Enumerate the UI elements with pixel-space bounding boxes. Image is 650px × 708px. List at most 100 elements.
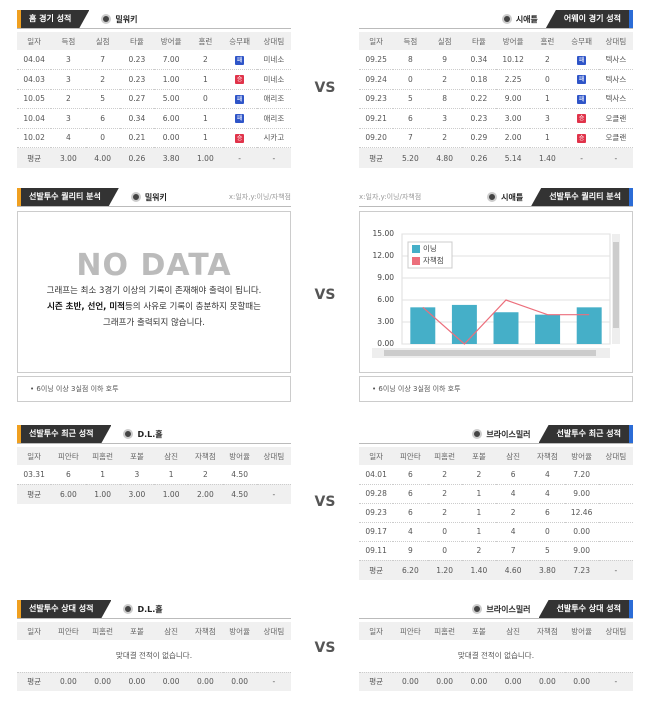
- bar: [410, 307, 436, 344]
- table-cell: 포볼: [461, 622, 496, 640]
- table-cell: 9: [427, 50, 462, 70]
- table-cell: 3: [51, 69, 86, 90]
- table-cell: 10.04: [17, 108, 52, 129]
- scroll-thumb-h: [384, 350, 596, 356]
- table-cell: 승무패: [222, 32, 257, 50]
- team-name: 브라이스밀러: [486, 429, 531, 439]
- table-cell: 4: [496, 522, 531, 542]
- axis-note: x:일자,y:이닝/자책점: [228, 193, 291, 201]
- table-cell: 1: [461, 522, 496, 542]
- table-cell: [598, 541, 633, 561]
- y-tick-label: 3.00: [377, 317, 394, 326]
- data-row: 04.04 3 7 0.23 7.00 2 패 미네소: [17, 50, 291, 70]
- table-cell: 타율: [461, 32, 496, 50]
- table-cell: 0.00: [530, 672, 565, 691]
- table-cell: 패: [222, 108, 257, 129]
- table-cell: 10.02: [17, 128, 52, 148]
- y-tick-label: 0.00: [377, 339, 394, 348]
- table-cell: 실점: [427, 32, 462, 50]
- data-row: 09.28 6 2 1 4 4 9.00: [359, 484, 633, 504]
- table-cell: 2: [461, 465, 496, 485]
- panel-header: 브라이스밀러 선발투수 최근 성적: [359, 425, 633, 444]
- bar: [576, 307, 602, 344]
- table-cell: 9.00: [564, 484, 599, 504]
- table-cell: 1.20: [427, 560, 462, 580]
- table-cell: 3: [427, 108, 462, 129]
- table-cell: 자책점: [188, 622, 223, 640]
- table-cell: 1: [188, 69, 223, 90]
- data-row: 10.05 2 5 0.27 5.00 0 패 애리조: [17, 89, 291, 109]
- table-cell: 1: [530, 89, 565, 109]
- table-cell: 04.03: [17, 69, 52, 90]
- table-cell: 2: [530, 50, 565, 70]
- table-cell: 2: [188, 50, 223, 70]
- team-logo: [472, 429, 483, 439]
- result-badge: 승: [577, 133, 587, 143]
- table-cell: 0.23: [119, 69, 154, 90]
- table-cell: 피홈런: [85, 447, 120, 465]
- data-row: 10.04 3 6 0.34 6.00 1 패 애리조: [17, 108, 291, 129]
- table-cell: 삼진: [154, 447, 189, 465]
- table-cell: 0.23: [461, 108, 496, 129]
- table-cell: 6: [393, 484, 428, 504]
- table-cell: 4.50: [222, 484, 257, 504]
- panel-header: 선발투수 상대 성적 D.L.홀: [17, 600, 291, 619]
- team-label: 브라이스밀러: [468, 429, 531, 440]
- table-cell: 3.80: [154, 147, 189, 168]
- panel: 브라이스밀러 선발투수 상대 성적 일자 피안타 피홈런 포볼 삼진 자책점 방어율 상대팀 맞대결…: [359, 600, 633, 691]
- table-cell: 0.26: [461, 147, 496, 168]
- table-cell: 2: [427, 128, 462, 148]
- table-cell: 3: [51, 108, 86, 129]
- table-cell: [598, 503, 633, 523]
- table-cell: [256, 465, 291, 485]
- table-cell: 5.20: [393, 147, 428, 168]
- team-name: D.L.홀: [137, 604, 163, 614]
- table-cell: 일자: [359, 447, 394, 465]
- team-logo: [130, 192, 141, 202]
- panel-header: x:일자,y:이닝/자책점 시애틀 선발투수 퀄리티 분석: [359, 188, 633, 207]
- table-cell: 평균: [17, 672, 52, 691]
- result-badge: 패: [577, 75, 587, 85]
- table-cell: 포볼: [119, 622, 154, 640]
- panel-header: 선발투수 퀄리티 분석 밀워키 x:일자,y:이닝/자책점: [17, 188, 291, 207]
- data-row: 04.01 6 2 2 6 4 7.20: [359, 465, 633, 485]
- table-cell: 0.00: [154, 128, 189, 148]
- table-cell: 0: [427, 522, 462, 542]
- table-cell: 7.20: [564, 465, 599, 485]
- table-cell: 0.00: [564, 672, 599, 691]
- table-cell: 5: [85, 89, 120, 109]
- table-cell: 6.00: [154, 108, 189, 129]
- table-cell: 애리조: [256, 108, 291, 129]
- table-cell: 0.00: [496, 672, 531, 691]
- table-cell: 09.23: [359, 89, 394, 109]
- team-name: 밀워키: [144, 192, 167, 202]
- section-tab: 선발투수 퀄리티 분석: [17, 188, 119, 206]
- table-cell: 피안타: [393, 622, 428, 640]
- section-tab: 선발투수 상대 성적: [538, 600, 633, 618]
- panel: 홈 경기 성적 밀워키 일자 득점 실점 타율 방어율 홈런 승무패 상대팀 04.04 3 7 0.23…: [17, 10, 291, 168]
- table-cell: 6: [530, 503, 565, 523]
- table-cell: -: [598, 560, 633, 580]
- table-cell: -: [222, 147, 257, 168]
- table-cell: 피안타: [51, 447, 86, 465]
- table-cell: 0.18: [461, 69, 496, 90]
- team-logo: [123, 429, 134, 439]
- table-cell: 0.26: [119, 147, 154, 168]
- table-cell: 피안타: [393, 447, 428, 465]
- table-cell: 홈런: [188, 32, 223, 50]
- data-row: 09.21 6 3 0.23 3.00 3 승 오클랜: [359, 108, 633, 129]
- section-tab: 어웨이 경기 성적: [545, 10, 633, 28]
- team-label: 밀워키: [97, 14, 137, 25]
- table-cell: 삼진: [154, 622, 189, 640]
- table-cell: 0.22: [461, 89, 496, 109]
- table-cell: 상대팀: [256, 447, 291, 465]
- header-row: 일자 피안타 피홈런 포볼 삼진 자책점 방어율 상대팀: [359, 447, 633, 465]
- table-cell: 3: [51, 50, 86, 70]
- table-cell: 6.20: [393, 560, 428, 580]
- team-label: 브라이스밀러: [468, 604, 531, 615]
- message-row: 맞대결 전적이 없습니다.: [359, 640, 633, 673]
- table-cell: 1.00: [85, 484, 120, 504]
- table-cell: 삼진: [496, 447, 531, 465]
- table-cell: 평균: [17, 484, 52, 504]
- header-row: 일자 득점 실점 타율 방어율 홈런 승무패 상대팀: [359, 32, 633, 50]
